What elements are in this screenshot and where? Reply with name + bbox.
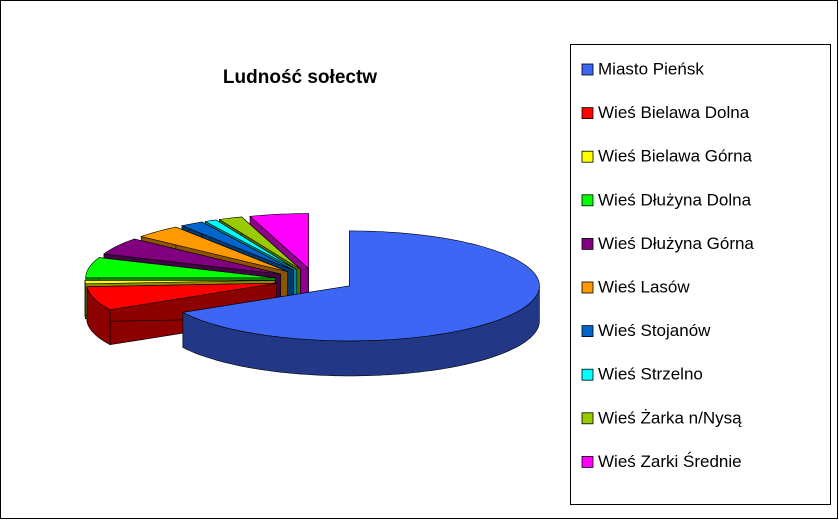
legend-swatch	[581, 455, 594, 468]
slice-top	[249, 213, 310, 270]
slice-top	[180, 221, 294, 271]
legend-label: Wieś Żarka n/Nysą	[598, 408, 742, 427]
slice	[181, 230, 540, 377]
legend-label: Wieś Dłużyna Górna	[598, 234, 754, 253]
slice-top	[140, 226, 288, 272]
slice-top	[84, 280, 276, 285]
slice-top	[103, 238, 281, 275]
slice-top	[85, 257, 276, 279]
legend-swatch	[581, 107, 594, 119]
slice-top	[86, 282, 277, 311]
legend-label: Miasto Pieńsk	[598, 59, 704, 78]
legend-swatch	[581, 412, 594, 425]
legend-swatch	[581, 281, 594, 294]
legend-box	[570, 44, 831, 505]
slice-top	[181, 230, 540, 342]
legend-swatch	[581, 237, 594, 250]
legend-label: Wieś Bielawa Górna	[598, 147, 753, 166]
legend-swatch	[581, 150, 594, 163]
legend-label: Wieś Dłużyna Dolna	[598, 190, 752, 209]
slice-top	[218, 216, 301, 270]
legend-swatch	[581, 63, 594, 76]
legend-label: Wieś Lasów	[598, 277, 690, 296]
legend-label: Wieś Stojanów	[598, 321, 711, 340]
legend-label: Wieś Zarki Średnie	[598, 452, 742, 471]
legend-swatch	[581, 368, 594, 381]
legend-swatch	[581, 194, 594, 207]
legend-label: Wieś Bielawa Dolna	[598, 103, 750, 122]
legend-swatch	[581, 325, 594, 338]
slice-top	[204, 219, 297, 270]
legend-label: Wieś Strzelno	[598, 365, 703, 384]
chart-title: Ludność sołectw	[223, 67, 377, 88]
